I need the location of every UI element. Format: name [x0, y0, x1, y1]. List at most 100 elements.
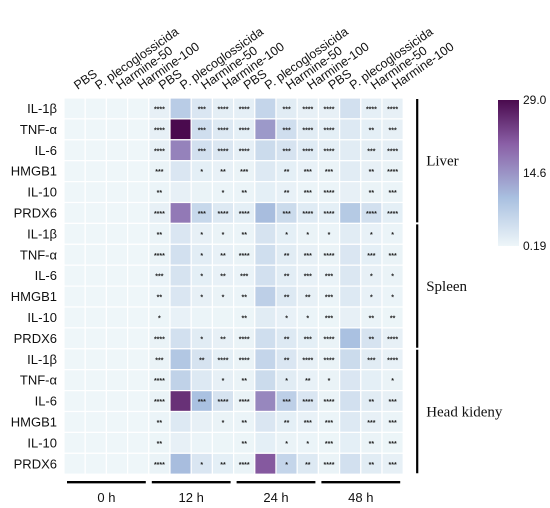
significance-star: ****	[387, 357, 398, 364]
significance-star: **	[284, 357, 290, 364]
significance-star: *	[285, 462, 288, 469]
significance-star: ***	[367, 148, 375, 155]
heatmap-cell	[169, 222, 192, 245]
significance-star: **	[157, 232, 163, 239]
significance-star: *	[200, 462, 203, 469]
heatmap-cell	[126, 222, 150, 245]
significance-star: *	[391, 378, 394, 385]
heatmap-cell	[360, 369, 383, 392]
significance-star: ****	[239, 127, 250, 134]
heatmap-cell	[169, 369, 192, 392]
heatmap-cell	[84, 452, 107, 475]
significance-star: **	[220, 274, 226, 281]
significance-star: *	[306, 232, 309, 239]
heatmap-cell	[84, 181, 107, 204]
heatmap-cell	[211, 306, 235, 329]
heatmap-cell	[63, 264, 86, 287]
significance-star: **	[241, 420, 247, 427]
significance-star: ****	[239, 336, 250, 343]
heatmap-cell	[105, 160, 129, 183]
significance-star: *	[285, 441, 288, 448]
tissue-label: Head kideny	[426, 405, 503, 421]
heatmap-cell	[84, 118, 107, 141]
significance-star: ****	[302, 211, 313, 218]
significance-star: ***	[198, 399, 206, 406]
heatmap-cell	[381, 452, 404, 475]
significance-star: ****	[302, 357, 313, 364]
significance-star: ***	[155, 274, 163, 281]
heatmap-cell	[63, 306, 86, 329]
significance-star: ****	[324, 357, 335, 364]
heatmap-cell	[339, 369, 362, 392]
significance-star: **	[369, 190, 375, 197]
significance-star: **	[241, 378, 247, 385]
significance-star: **	[241, 232, 247, 239]
heatmap-cell	[84, 390, 107, 413]
heatmap-cell	[126, 452, 150, 475]
significance-star: *	[200, 295, 203, 302]
heatmap-cell	[254, 431, 277, 454]
heatmap-cell	[339, 201, 362, 224]
significance-star: ***	[325, 441, 333, 448]
significance-star: **	[369, 169, 375, 176]
heatmap-cell	[169, 410, 192, 433]
heatmap-cell	[126, 139, 150, 162]
heatmap-cell	[63, 285, 86, 308]
significance-star: **	[305, 378, 311, 385]
significance-star: ****	[302, 148, 313, 155]
significance-star: **	[284, 420, 290, 427]
significance-star: ***	[325, 169, 333, 176]
heatmap-cell	[84, 264, 107, 287]
heatmap-cell	[84, 348, 107, 371]
significance-star: **	[369, 441, 375, 448]
significance-star: *	[306, 315, 309, 322]
significance-star: ****	[387, 169, 398, 176]
significance-star: ****	[324, 336, 335, 343]
colorbar-tick-label: 29.0	[523, 93, 547, 107]
tissue-brackets: Liver Spleen Head kideny	[416, 99, 503, 474]
significance-star: ****	[218, 148, 229, 155]
row-label: HMGB1	[11, 164, 57, 179]
significance-star: ****	[387, 336, 398, 343]
significance-star: ****	[302, 399, 313, 406]
significance-star: **	[199, 357, 205, 364]
significance-star: ***	[325, 274, 333, 281]
significance-star: ***	[325, 295, 333, 302]
significance-star: ***	[155, 357, 163, 364]
heatmap-cell	[339, 348, 362, 371]
significance-star: ***	[367, 253, 375, 260]
row-labels: IL-1β TNF-α IL-6 HMGB1 IL-10 PRDX6 IL-1β TNF-α I…	[11, 101, 58, 471]
significance-star: **	[157, 441, 163, 448]
significance-star: ***	[389, 190, 397, 197]
heatmap-cell	[84, 139, 107, 162]
heatmap-cell	[84, 222, 107, 245]
heatmap-cell	[190, 306, 213, 329]
heatmap-cell	[339, 264, 362, 287]
heatmap-cell	[169, 97, 192, 120]
significance-star: **	[241, 190, 247, 197]
significance-star: ****	[302, 127, 313, 134]
significance-star: *	[200, 336, 203, 343]
significance-star: ****	[239, 253, 250, 260]
heatmap-cell	[339, 243, 362, 266]
heatmap-cell	[190, 410, 213, 433]
significance-star: ****	[154, 336, 165, 343]
tissue-label: Spleen	[426, 279, 467, 295]
heatmap-cell	[254, 264, 277, 287]
significance-star: ****	[154, 399, 165, 406]
heatmap-cell	[105, 222, 129, 245]
heatmap-cell	[63, 327, 86, 350]
significance-star: ***	[283, 106, 291, 113]
heatmap-cell	[169, 306, 192, 329]
significance-star: **	[305, 462, 311, 469]
significance-star: *	[158, 315, 161, 322]
significance-star: **	[241, 295, 247, 302]
heatmap-cell	[126, 390, 150, 413]
heatmap-cell	[190, 181, 213, 204]
row-label: IL-10	[27, 310, 57, 325]
significance-star: ***	[389, 399, 397, 406]
heatmap-cell	[339, 160, 362, 183]
significance-star: **	[220, 336, 226, 343]
